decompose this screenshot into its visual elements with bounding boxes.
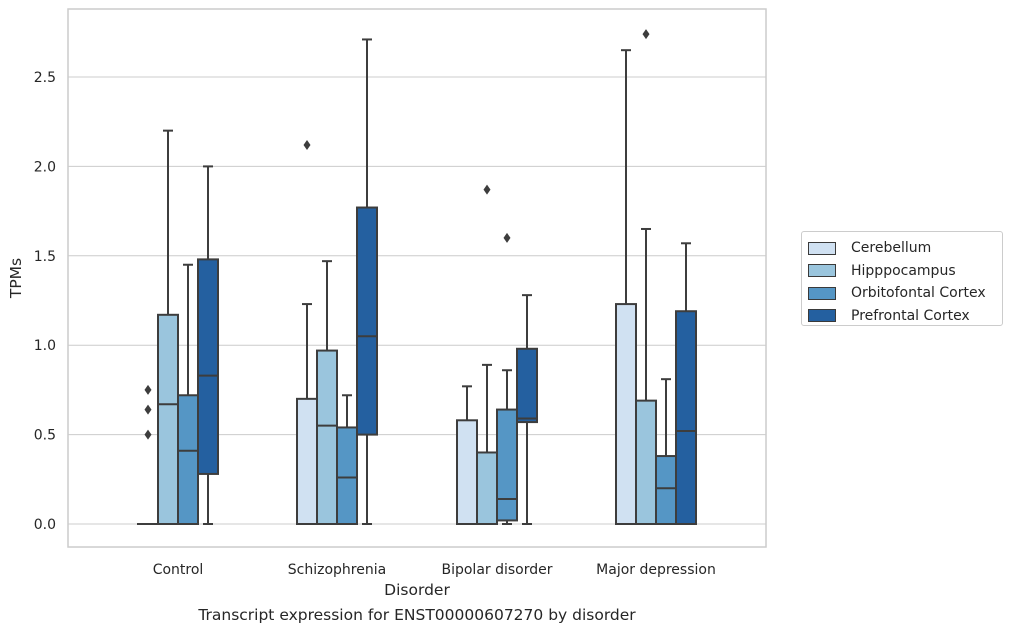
- box-0-0: [137, 384, 159, 526]
- legend: Cerebellum Hipppocampus Orbitofontal Corte…: [801, 231, 1003, 326]
- x-tick-label: Control: [153, 562, 204, 578]
- box-plots: [137, 29, 697, 526]
- y-tick-label: 0.0: [34, 517, 56, 533]
- box-body: [316, 349, 338, 525]
- x-tick-label: Major depression: [596, 562, 716, 578]
- box-body: [296, 397, 318, 525]
- x-tick-label: Schizophrenia: [288, 562, 386, 578]
- chart-caption: Transcript expression for ENST0000060727…: [198, 606, 636, 624]
- outlier-point: [483, 184, 491, 195]
- legend-label: Cerebellum: [851, 240, 932, 257]
- outlier-point: [642, 29, 650, 40]
- y-axis-label: TPMs: [7, 258, 25, 299]
- legend-item: Hipppocampus: [808, 260, 1002, 283]
- x-axis-ticks: Control Schizophrenia Bipolar disorder Majo…: [153, 562, 716, 578]
- box-body: [615, 303, 637, 525]
- outlier-point: [303, 139, 311, 150]
- box-2-0: [177, 263, 199, 525]
- legend-label: Orbitofontal Cortex: [851, 285, 986, 302]
- box-1-2: [476, 184, 498, 526]
- y-tick-label: 1.5: [34, 249, 56, 265]
- y-axis-ticks: 0.0 0.5 1.0 1.5 2.0 2.5: [34, 70, 56, 533]
- box-0-3: [615, 49, 637, 525]
- outlier-point: [144, 384, 152, 395]
- y-tick-label: 1.0: [34, 338, 56, 354]
- legend-label: Hipppocampus: [851, 262, 956, 279]
- outlier-point: [503, 232, 511, 243]
- legend-label: Prefrontal Cortex: [851, 307, 970, 324]
- box-body: [476, 451, 498, 526]
- legend-item: Cerebellum: [808, 237, 1002, 260]
- box-body: [675, 310, 697, 525]
- box-2-2: [496, 232, 518, 525]
- outlier-point: [144, 429, 152, 440]
- box-body: [157, 313, 179, 525]
- box-2-3: [655, 378, 677, 525]
- box-0-2: [456, 385, 478, 525]
- box-body: [177, 394, 199, 525]
- legend-swatch: [808, 309, 836, 323]
- box-1-0: [157, 129, 179, 525]
- legend-swatch: [808, 286, 836, 300]
- y-tick-label: 0.5: [34, 428, 56, 444]
- plot-frame: [67, 8, 767, 548]
- box-body: [496, 408, 518, 522]
- legend-swatch: [808, 264, 836, 278]
- box-body: [655, 455, 677, 525]
- legend-item: Orbitofontal Cortex: [808, 282, 1002, 305]
- box-3-1: [356, 38, 378, 525]
- box-body: [356, 206, 378, 436]
- box-body: [336, 426, 358, 525]
- box-3-0: [197, 165, 219, 525]
- x-tick-label: Bipolar disorder: [441, 562, 552, 578]
- outlier-point: [144, 404, 152, 415]
- y-tick-label: 2.0: [34, 159, 56, 175]
- box-2-1: [336, 394, 358, 525]
- box-body: [635, 399, 657, 525]
- box-body: [197, 258, 219, 475]
- x-axis-label: Disorder: [384, 581, 450, 599]
- box-3-2: [516, 294, 538, 525]
- box-3-3: [675, 242, 697, 525]
- box-1-3: [635, 29, 657, 525]
- box-1-1: [316, 260, 338, 525]
- y-tick-label: 2.5: [34, 70, 56, 86]
- legend-item: Prefrontal Cortex: [808, 305, 1002, 328]
- box-body: [516, 347, 538, 424]
- box-0-1: [296, 139, 318, 525]
- legend-swatch: [808, 241, 836, 255]
- box-body: [456, 419, 478, 525]
